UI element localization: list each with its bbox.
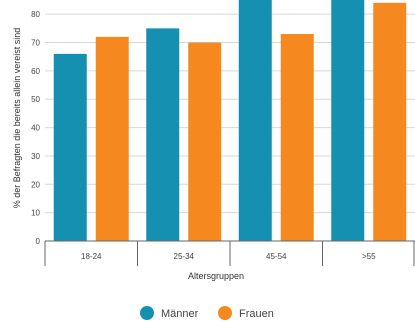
bar-männer-18-24	[53, 53, 87, 241]
legend-label-frauen: Frauen	[239, 308, 274, 320]
legend: Männer Frauen	[140, 306, 274, 320]
y-tick-label-80: 80	[31, 10, 40, 19]
bars	[53, 0, 407, 242]
y-tick-label-10: 10	[31, 209, 40, 218]
bar-frauen->55	[373, 2, 407, 241]
bar-frauen-25-34	[188, 42, 222, 241]
bar-frauen-45-54	[280, 34, 314, 241]
y-tick-label-70: 70	[31, 39, 40, 48]
bar-männer-25-34	[146, 28, 180, 242]
x-axis	[44, 240, 415, 266]
x-tick-labels: 18-24 25-34 45-54 >55	[81, 252, 376, 261]
y-tick-label-50: 50	[31, 95, 40, 104]
legend-marker-frauen	[218, 306, 232, 320]
y-tick-label-60: 60	[31, 67, 40, 76]
x-tick-label-45-54: 45-54	[266, 252, 287, 261]
legend-label-männer: Männer	[161, 308, 199, 320]
bar-frauen-18-24	[95, 36, 129, 241]
bar-männer-45-54	[238, 0, 272, 241]
y-tick-label-20: 20	[31, 180, 40, 189]
x-tick-label->55: >55	[362, 252, 376, 261]
legend-marker-männer	[140, 306, 154, 320]
y-tick-label-0: 0	[36, 237, 41, 246]
x-axis-title: Altersgruppen	[188, 271, 244, 281]
x-tick-label-18-24: 18-24	[81, 252, 102, 261]
bar-männer->55	[331, 0, 365, 241]
y-tick-label-40: 40	[31, 124, 40, 133]
y-axis-title: % der Befragten die bereits allein verei…	[12, 28, 22, 209]
y-tick-label-30: 30	[31, 152, 40, 161]
x-tick-label-25-34: 25-34	[174, 252, 195, 261]
y-tick-labels: 0 10 20 30 40 50 60 70 80	[31, 10, 40, 246]
